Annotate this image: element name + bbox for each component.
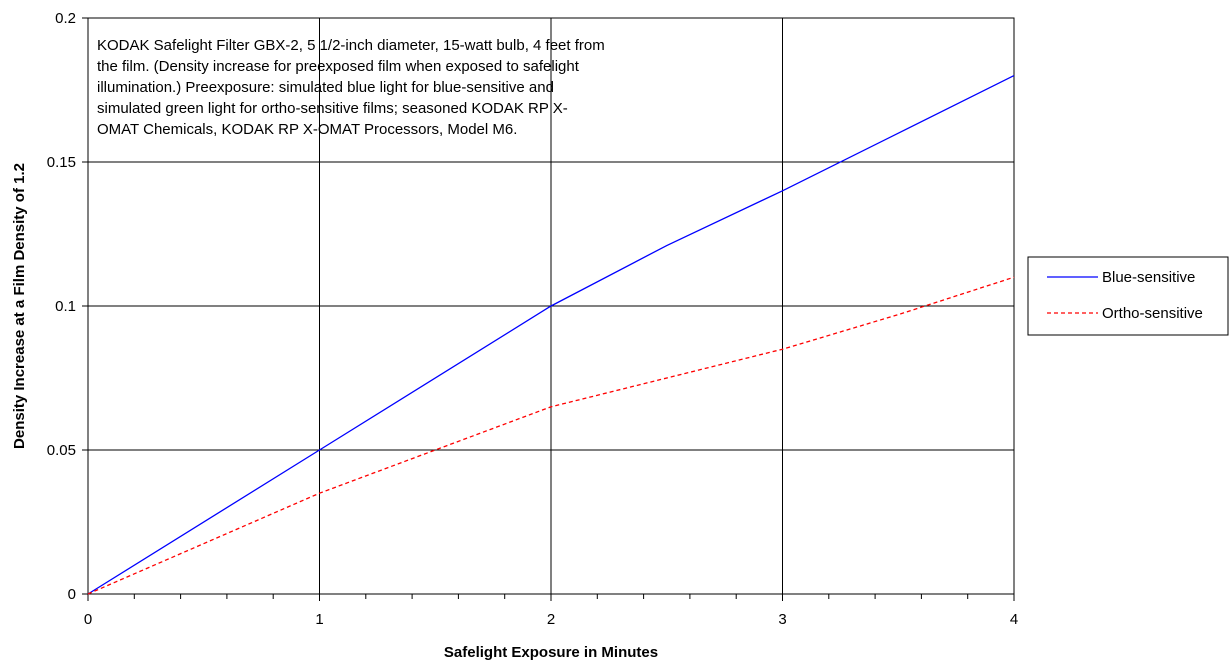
annotation-line: OMAT Chemicals, KODAK RP X-OMAT Processo… xyxy=(97,121,517,138)
legend-label-blue-sensitive: Blue-sensitive xyxy=(1102,269,1195,286)
legend-label-ortho-sensitive: Ortho-sensitive xyxy=(1102,305,1203,322)
annotation-line: KODAK Safelight Filter GBX-2, 5 1/2-inch… xyxy=(97,37,605,54)
x-tick-label-0: 0 xyxy=(84,611,92,628)
y-tick-label-0-1: 0.1 xyxy=(55,298,76,315)
annotation-line: simulated green light for ortho-sensitiv… xyxy=(97,100,568,117)
axis-ticks xyxy=(82,17,1015,601)
y-tick-label-0-15: 0.15 xyxy=(47,154,76,171)
y-tick-label-0-05: 0.05 xyxy=(47,442,76,459)
x-tick-label-1: 1 xyxy=(315,611,323,628)
x-tick-label-4: 4 xyxy=(1010,611,1018,628)
series-lines xyxy=(87,75,1015,595)
y-tick-label-0: 0 xyxy=(68,586,76,603)
annotation-line: the film. (Density increase for preexpos… xyxy=(97,58,580,75)
x-tick-label-2: 2 xyxy=(547,611,555,628)
y-axis-title: Density Increase at a Film Density of 1.… xyxy=(11,163,28,449)
series-line-ortho-sensitive xyxy=(87,276,1015,595)
y-tick-labels: 0 0.05 0.1 0.15 0.2 xyxy=(47,10,76,603)
legend-box xyxy=(1027,256,1229,336)
series-line-blue-sensitive xyxy=(87,75,1015,595)
annotation-line: illumination.) Preexposure: simulated bl… xyxy=(97,79,554,96)
x-tick-labels: 0 1 2 3 4 xyxy=(84,611,1018,628)
x-axis-title: Safelight Exposure in Minutes xyxy=(444,644,658,661)
legend: Blue-sensitive Ortho-sensitive xyxy=(1027,256,1229,336)
x-tick-label-3: 3 xyxy=(778,611,786,628)
chart-annotation: KODAK Safelight Filter GBX-2, 5 1/2-inch… xyxy=(97,37,605,138)
y-tick-label-0-2: 0.2 xyxy=(55,10,76,27)
